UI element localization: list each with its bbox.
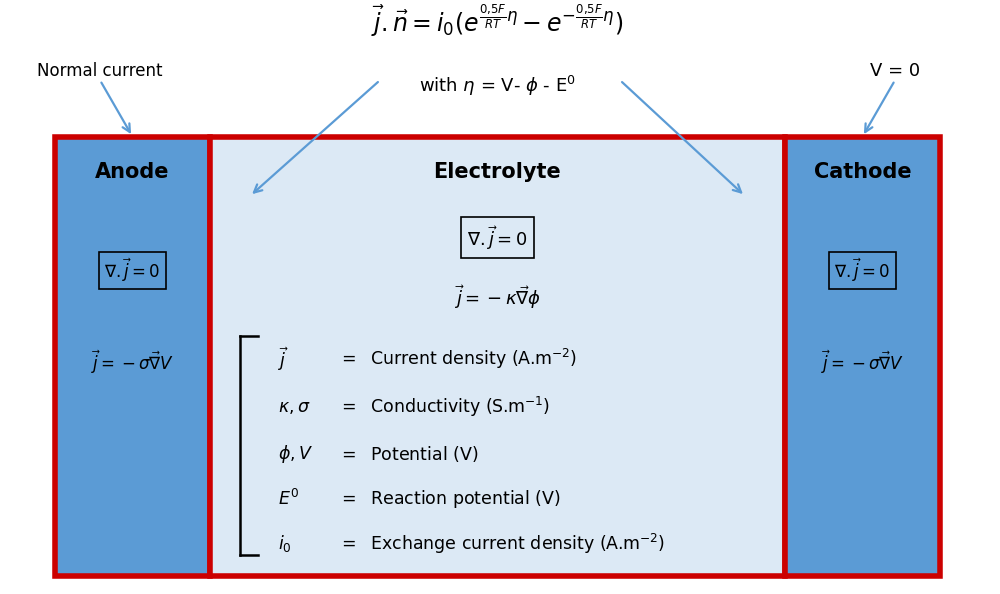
Text: Electrolyte: Electrolyte <box>434 162 561 182</box>
Text: $\nabla.\vec{j} = 0$: $\nabla.\vec{j} = 0$ <box>834 257 891 284</box>
Text: $\kappa, \sigma$: $\kappa, \sigma$ <box>278 398 311 416</box>
Text: $\vec{j} = -\sigma\vec{\nabla}V$: $\vec{j} = -\sigma\vec{\nabla}V$ <box>821 349 904 376</box>
Text: $=$  Current density (A.m$^{-2}$): $=$ Current density (A.m$^{-2}$) <box>338 347 577 371</box>
Text: $\nabla.\vec{j} = 0$: $\nabla.\vec{j} = 0$ <box>104 257 161 284</box>
Text: $=$  Exchange current density (A.m$^{-2}$): $=$ Exchange current density (A.m$^{-2}$… <box>338 532 665 555</box>
Text: $=$  Conductivity (S.m$^{-1}$): $=$ Conductivity (S.m$^{-1}$) <box>338 395 550 419</box>
Text: $\vec{j}.\vec{n} = i_0(e^{\frac{0{,}5F}{RT}\eta} - e^{-\frac{0{,}5F}{RT}\eta})$: $\vec{j}.\vec{n} = i_0(e^{\frac{0{,}5F}{… <box>371 2 623 39</box>
Bar <box>210 137 785 576</box>
Text: $\vec{j} = -\sigma\vec{\nabla}V$: $\vec{j} = -\sigma\vec{\nabla}V$ <box>91 349 174 376</box>
Text: Cathode: Cathode <box>814 162 911 182</box>
Text: Normal current: Normal current <box>37 62 163 80</box>
Bar <box>785 137 940 576</box>
Text: $=$  Potential (V): $=$ Potential (V) <box>338 444 479 465</box>
Text: Anode: Anode <box>95 162 170 182</box>
Text: $\phi, V$: $\phi, V$ <box>278 443 313 466</box>
Text: $=$  Reaction potential (V): $=$ Reaction potential (V) <box>338 488 561 510</box>
Text: V = 0: V = 0 <box>870 62 920 80</box>
Text: $\nabla.\vec{j} = 0$: $\nabla.\vec{j} = 0$ <box>467 224 528 251</box>
Text: $\vec{j}$: $\vec{j}$ <box>278 346 289 373</box>
Bar <box>55 137 210 576</box>
Text: $i_0$: $i_0$ <box>278 533 292 554</box>
Text: with $\eta$ = V- $\phi$ - E$^0$: with $\eta$ = V- $\phi$ - E$^0$ <box>419 74 575 98</box>
Text: $E^0$: $E^0$ <box>278 489 299 509</box>
Text: $\vec{j} = -\kappa\vec{\nabla}\phi$: $\vec{j} = -\kappa\vec{\nabla}\phi$ <box>454 283 541 311</box>
